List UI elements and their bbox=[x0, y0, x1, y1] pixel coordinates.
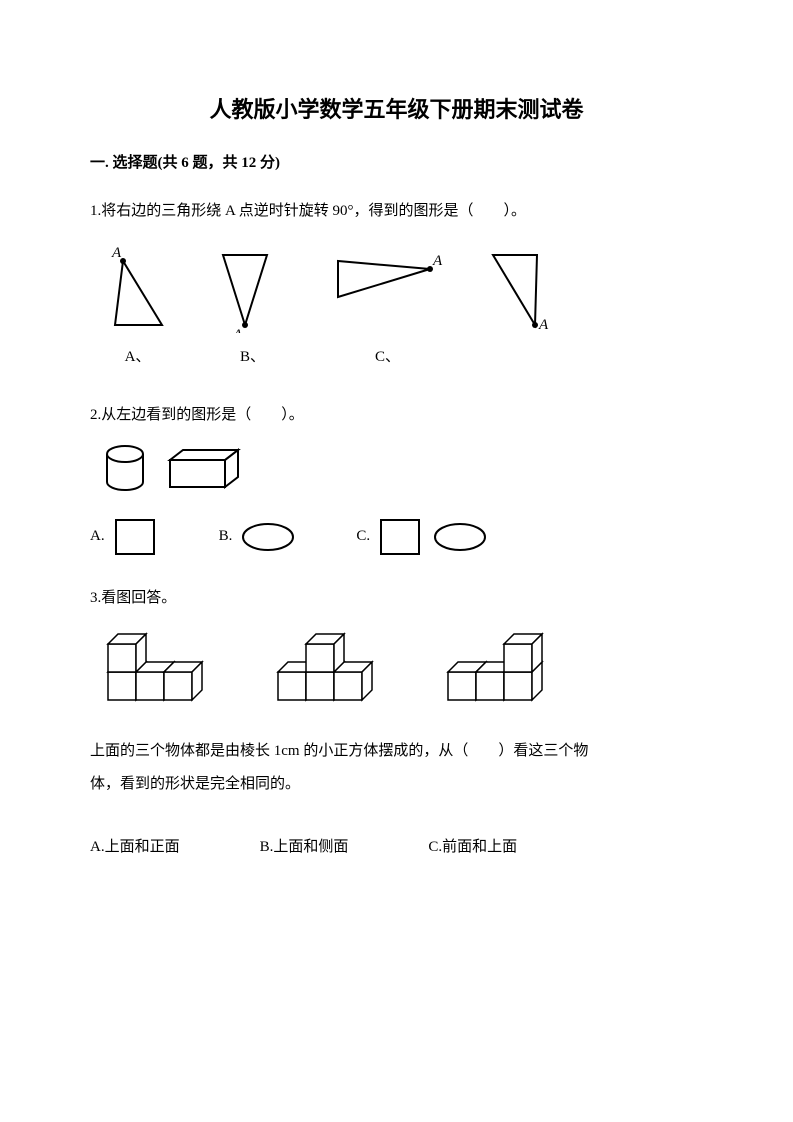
triangle-a-icon: A bbox=[100, 243, 175, 333]
ellipse-icon-2 bbox=[432, 521, 488, 553]
q1-label-extra bbox=[521, 341, 525, 374]
q1-label-c: C、 bbox=[375, 341, 400, 374]
triangle-b-icon: A bbox=[215, 243, 290, 333]
cuboid-icon bbox=[165, 442, 250, 492]
q3-desc1: 上面的三个物体都是由棱长 1cm 的小正方体摆成的，从（ ）看这三个物 bbox=[90, 735, 703, 768]
q2-text: 2.从左边看到的图形是（ ）。 bbox=[90, 399, 703, 432]
q3-option-c: C.前面和上面 bbox=[428, 831, 517, 864]
q3-text: 3.看图回答。 bbox=[90, 582, 703, 615]
cubes-1-icon bbox=[100, 630, 220, 705]
square-icon-2 bbox=[378, 517, 424, 557]
q2-option-a: A. bbox=[90, 517, 159, 557]
q1-option-extra: A bbox=[485, 243, 560, 374]
q1-label-a: A、 bbox=[125, 341, 151, 374]
q1-figures: A A、 A B、 A C、 bbox=[100, 243, 703, 374]
q2-label-c: C. bbox=[356, 520, 370, 553]
cubes-2-icon bbox=[270, 630, 390, 705]
ellipse-icon bbox=[240, 521, 296, 553]
q3-option-a: A.上面和正面 bbox=[90, 831, 180, 864]
q2-label-a: A. bbox=[90, 520, 105, 553]
triangle-extra-icon: A bbox=[485, 243, 560, 333]
q2-option-c: C. bbox=[356, 517, 488, 557]
q3-options: A.上面和正面 B.上面和侧面 C.前面和上面 bbox=[90, 831, 703, 864]
question-2: 2.从左边看到的图形是（ ）。 A. B. C. bbox=[90, 399, 703, 557]
square-icon bbox=[113, 517, 159, 557]
cylinder-icon bbox=[100, 442, 150, 492]
cubes-3-icon bbox=[440, 630, 560, 705]
q1-option-a: A A、 bbox=[100, 243, 175, 374]
exam-title: 人教版小学数学五年级下册期末测试卷 bbox=[90, 90, 703, 130]
triangle-c-icon: A bbox=[330, 243, 445, 333]
svg-text:A: A bbox=[538, 317, 549, 333]
svg-text:A: A bbox=[232, 327, 243, 333]
q3-option-b: B.上面和侧面 bbox=[260, 831, 349, 864]
q2-shapes bbox=[100, 442, 703, 492]
q2-option-b: B. bbox=[219, 520, 297, 553]
q1-text: 1.将右边的三角形绕 A 点逆时针旋转 90°，得到的图形是（ ）。 bbox=[90, 195, 703, 228]
q1-option-b: A B、 bbox=[215, 243, 290, 374]
q3-desc2: 体，看到的形状是完全相同的。 bbox=[90, 768, 703, 801]
section-header: 一. 选择题(共 6 题，共 12 分) bbox=[90, 150, 703, 177]
q1-option-c: A C、 bbox=[330, 243, 445, 374]
svg-text:A: A bbox=[432, 253, 443, 269]
q3-shapes bbox=[100, 630, 703, 705]
q1-label-b: B、 bbox=[240, 341, 265, 374]
svg-text:A: A bbox=[111, 245, 122, 261]
question-1: 1.将右边的三角形绕 A 点逆时针旋转 90°，得到的图形是（ ）。 A A、 … bbox=[90, 195, 703, 374]
question-3: 3.看图回答。 bbox=[90, 582, 703, 864]
q2-options: A. B. C. bbox=[90, 517, 703, 557]
q2-label-b: B. bbox=[219, 520, 233, 553]
